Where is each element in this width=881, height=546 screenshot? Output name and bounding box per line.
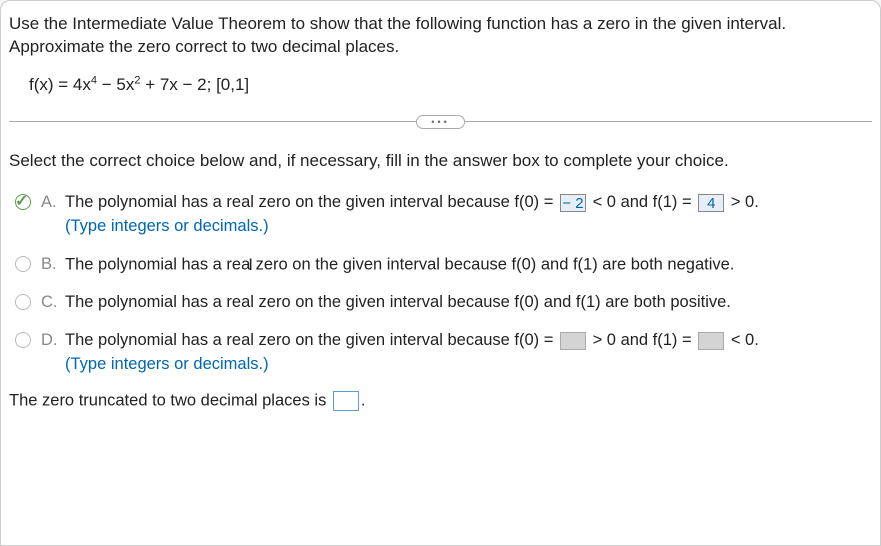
divider-line	[9, 121, 418, 122]
choice-body: The polynomial has a real zero on the gi…	[65, 329, 872, 377]
problem-line-2: Approximate the zero correct to two deci…	[9, 37, 399, 56]
choice-text: > 0.	[726, 193, 759, 211]
problem-statement: Use the Intermediate Value Theorem to sh…	[9, 13, 872, 59]
choice-text: The polynomial has a real zero on the gi…	[65, 331, 558, 349]
choice-text: < 0.	[726, 331, 759, 349]
radio-d[interactable]	[15, 332, 31, 348]
choice-letter: D.	[41, 329, 65, 353]
choice-hint: (Type integers or decimals.)	[65, 217, 269, 235]
answer-box-d-f0[interactable]	[560, 332, 586, 350]
choice-text: < 0 and f(1) =	[588, 193, 696, 211]
radio-b[interactable]	[15, 256, 31, 272]
choice-instruction: Select the correct choice below and, if …	[9, 151, 872, 171]
choice-body: The polynomial has a real zero on the gi…	[65, 291, 872, 315]
choice-text: The polynomial has a rea	[65, 255, 250, 273]
choice-letter: C.	[41, 291, 65, 315]
expand-dots-button[interactable]: •••	[416, 115, 464, 129]
final-answer-line: The zero truncated to two decimal places…	[9, 391, 872, 411]
choice-body: The polynomial has a real zero on the gi…	[65, 191, 872, 239]
choice-hint: (Type integers or decimals.)	[65, 355, 269, 373]
final-text: The zero truncated to two decimal places…	[9, 391, 331, 409]
formula-part: + 7x − 2; [0,1]	[140, 75, 249, 94]
divider: •••	[9, 115, 872, 129]
choice-list: A. The polynomial has a real zero on the…	[9, 191, 872, 377]
choice-text: The polynomial has a real zero on the gi…	[65, 193, 558, 211]
choice-text: zero on the given interval because f(0) …	[251, 255, 734, 273]
final-answer-box[interactable]	[333, 391, 359, 411]
choice-a[interactable]: A. The polynomial has a real zero on the…	[15, 191, 872, 239]
choice-c[interactable]: C. The polynomial has a real zero on the…	[15, 291, 872, 315]
choice-b[interactable]: B. The polynomial has a reaI zero on the…	[15, 253, 872, 278]
answer-box-f1[interactable]: 4	[698, 194, 724, 212]
divider-line	[463, 121, 872, 122]
choice-body: The polynomial has a reaI zero on the gi…	[65, 253, 872, 278]
choice-text: > 0 and f(1) =	[588, 331, 696, 349]
answer-box-f0[interactable]: − 2	[560, 194, 586, 212]
choice-letter: B.	[41, 253, 65, 277]
radio-c[interactable]	[15, 294, 31, 310]
question-card: Use the Intermediate Value Theorem to sh…	[0, 0, 881, 546]
choice-letter: A.	[41, 191, 65, 215]
formula-part: − 5x	[97, 75, 134, 94]
answer-box-d-f1[interactable]	[698, 332, 724, 350]
problem-line-1: Use the Intermediate Value Theorem to sh…	[9, 14, 786, 33]
choice-d[interactable]: D. The polynomial has a real zero on the…	[15, 329, 872, 377]
final-text: .	[361, 391, 366, 409]
function-formula: f(x) = 4x4 − 5x2 + 7x − 2; [0,1]	[9, 75, 872, 95]
formula-part: f(x) = 4x	[29, 75, 91, 94]
radio-a[interactable]	[15, 194, 31, 210]
